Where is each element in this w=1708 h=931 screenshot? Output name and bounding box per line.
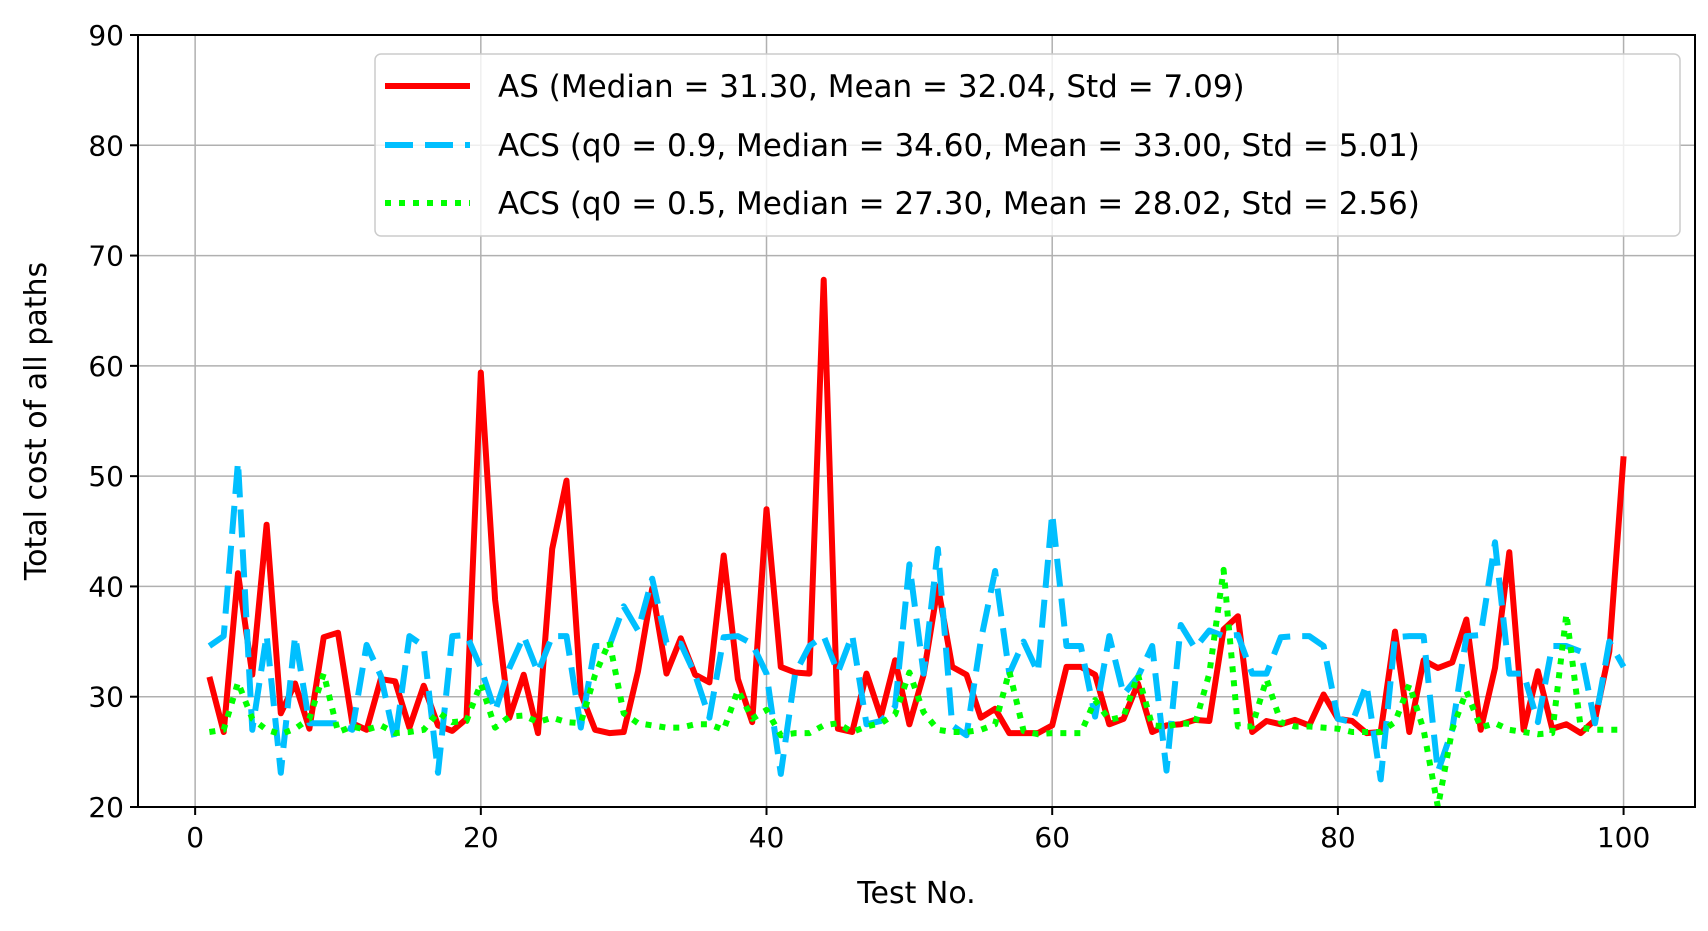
plot-frame: [137, 34, 1696, 808]
series-layer: [206, 276, 1627, 807]
x-tick-label: 0: [186, 821, 204, 854]
legend-label-as: AS (Median = 31.30, Mean = 32.04, Std = …: [498, 69, 1245, 105]
legend: AS (Median = 31.30, Mean = 32.04, Std = …: [374, 53, 1681, 237]
y-tick-label: 20: [88, 791, 124, 824]
axis-ticks: 0 20 40 60 80 100 20 30 40 50 60 70 80 90: [88, 19, 1650, 854]
y-tick-label: 90: [88, 19, 124, 52]
y-tick-label: 70: [88, 240, 124, 273]
x-axis-label: Test No.: [856, 876, 975, 911]
y-axis-label: Total cost of all paths: [19, 262, 54, 581]
x-tick-label: 100: [1597, 821, 1650, 854]
x-tick-label: 20: [463, 821, 499, 854]
y-tick-label: 60: [88, 350, 124, 383]
x-tick-label: 80: [1320, 821, 1356, 854]
legend-box: [374, 53, 1681, 237]
series-line-acs-q05: [208, 566, 1624, 807]
x-tick-label: 60: [1034, 821, 1070, 854]
y-tick-label: 30: [88, 681, 124, 714]
y-tick-label: 40: [88, 570, 124, 603]
y-tick-label: 80: [88, 129, 124, 162]
series-line-as: [206, 276, 1627, 737]
legend-label-acs-q09: ACS (q0 = 0.9, Median = 34.60, Mean = 33…: [498, 128, 1420, 164]
legend-label-acs-q05: ACS (q0 = 0.5, Median = 27.30, Mean = 28…: [498, 186, 1420, 222]
y-tick-label: 50: [88, 460, 124, 493]
x-tick-label: 40: [749, 821, 785, 854]
series-line-acs-q09: [207, 458, 1627, 783]
